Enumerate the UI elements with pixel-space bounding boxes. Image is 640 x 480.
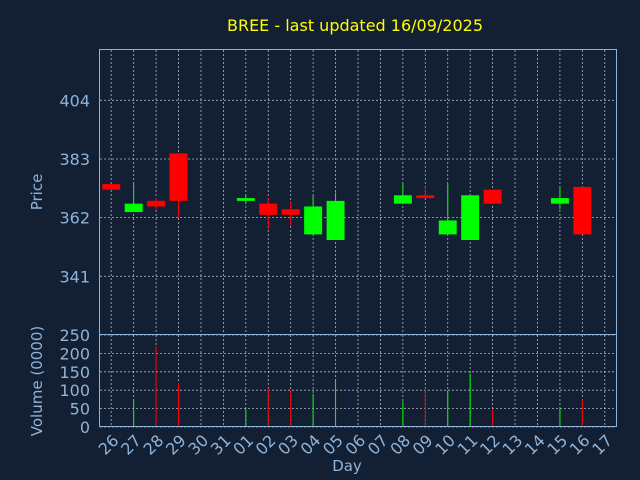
- candle-body: [326, 200, 345, 240]
- candle-body: [236, 198, 255, 201]
- x-tick-labels: 2627282930310102030405060708091011121314…: [95, 431, 616, 459]
- volume-tick-label: 50: [70, 400, 90, 419]
- candle-body: [573, 186, 592, 235]
- price-tick-label: 404: [59, 91, 90, 110]
- candle-body: [304, 206, 323, 235]
- volume-axis-label: Volume (0000): [28, 326, 46, 436]
- candles: [102, 153, 592, 240]
- x-axis-label: Day: [332, 457, 362, 475]
- volume-tick-label: 100: [59, 381, 90, 400]
- price-tick-label: 383: [59, 150, 90, 169]
- candle-body: [483, 189, 502, 204]
- candle-body: [438, 220, 457, 235]
- candle-body: [124, 203, 143, 213]
- candle-body: [393, 195, 412, 204]
- price-axis-label: Price: [28, 174, 46, 211]
- candle-body: [461, 195, 480, 240]
- candle-body: [169, 153, 188, 201]
- candle-body: [147, 200, 166, 207]
- grid-lines: [100, 50, 616, 428]
- candle-body: [416, 195, 435, 199]
- volume-tick-label: 250: [59, 326, 90, 345]
- volume-tick-label: 200: [59, 344, 90, 363]
- volume-bars: [133, 346, 583, 427]
- candle-body: [550, 198, 569, 204]
- candle-body: [259, 203, 278, 215]
- candle-body: [281, 209, 300, 215]
- candle-body: [102, 184, 121, 190]
- chart-title: BREE - last updated 16/09/2025: [227, 16, 483, 35]
- x-tick-label: 17: [588, 431, 616, 459]
- volume-tick-label: 0: [80, 418, 90, 437]
- volume-panel-frame: [99, 334, 617, 427]
- volume-tick-label: 150: [59, 363, 90, 382]
- price-tick-label: 341: [59, 267, 90, 286]
- price-tick-label: 362: [59, 209, 90, 228]
